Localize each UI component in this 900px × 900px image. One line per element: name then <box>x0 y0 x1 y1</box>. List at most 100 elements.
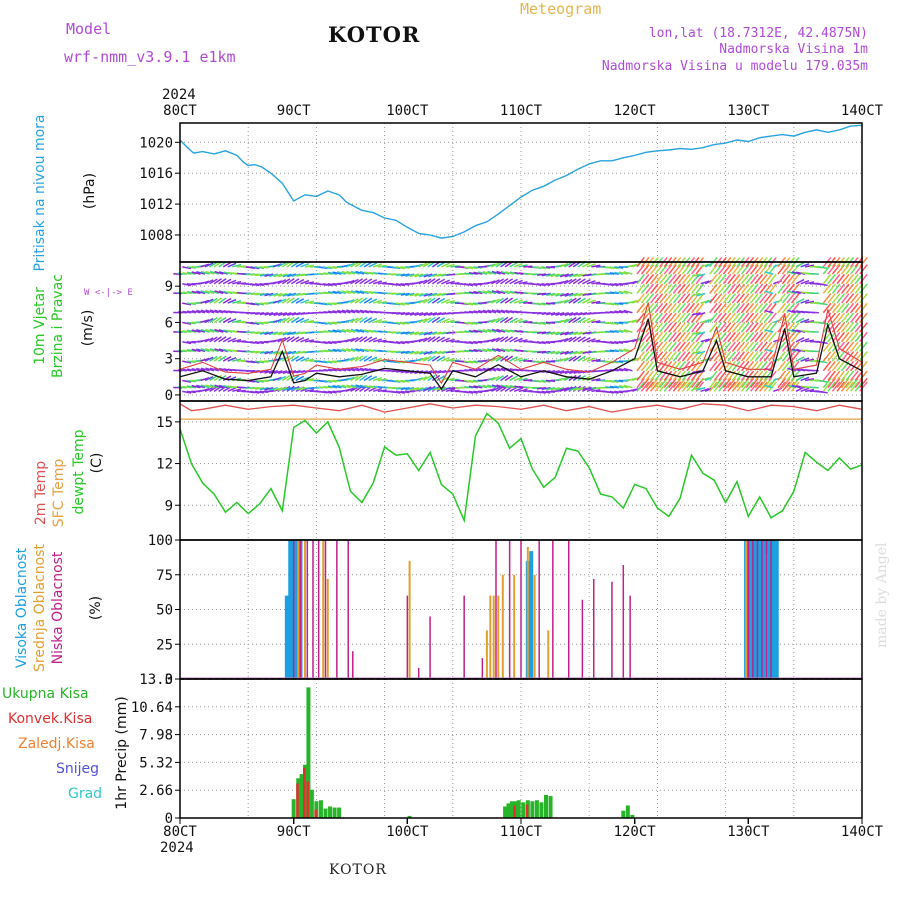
wind-arrow <box>346 290 356 295</box>
wind-arrow <box>345 387 355 393</box>
wind-arrow <box>290 297 300 304</box>
wind-arrow <box>227 337 237 343</box>
wind-arrow <box>513 299 523 304</box>
wind-arrow <box>614 379 624 383</box>
wind-arrow <box>845 283 855 294</box>
wind-arrow <box>255 331 265 335</box>
wind-arrow <box>845 360 855 372</box>
wind-arrow <box>686 377 696 389</box>
wind-arrow <box>768 331 777 343</box>
wind-arrow <box>300 376 310 382</box>
wind-arrow <box>681 351 691 362</box>
wind-arrow <box>350 356 359 362</box>
wind-arrow <box>764 348 774 353</box>
wind-arrow <box>327 341 337 344</box>
precip-conv-bar <box>314 809 317 818</box>
wind-arrow <box>431 278 441 285</box>
wind-arrow <box>396 273 406 277</box>
wind-arrow <box>827 360 836 372</box>
wind-arrow <box>468 291 478 295</box>
wind-arrow <box>354 374 363 382</box>
wind-arrow <box>350 367 360 372</box>
wind-arrow <box>432 292 442 297</box>
wind-arrow <box>845 273 855 285</box>
wind-arrow <box>754 293 764 304</box>
wind-arrow <box>640 377 650 389</box>
wind-arrow <box>273 312 283 317</box>
cloud-mid-bar <box>408 560 411 679</box>
wind-arrow <box>282 292 292 297</box>
wind-arrow <box>541 321 551 325</box>
wind-arrow <box>250 386 260 390</box>
precip-total-bar <box>539 802 544 818</box>
x-tick-label-top: 140CT <box>841 103 884 119</box>
wind-arrow <box>718 381 727 392</box>
wind-arrow <box>377 389 387 393</box>
wind-arrow <box>209 297 218 304</box>
wind-arrow <box>186 360 196 364</box>
wind-arrow <box>754 351 764 362</box>
wind-arrow <box>273 292 283 297</box>
wind-arrow <box>768 273 777 285</box>
cloud-high-bar <box>284 595 289 679</box>
wind-arrow <box>513 262 523 268</box>
wind-arrow <box>836 377 846 389</box>
wind-arrow <box>341 309 351 314</box>
wind-arrow <box>359 384 369 389</box>
wind-arrow <box>441 356 450 362</box>
wind-arrow <box>709 312 718 323</box>
y-tick-label: 10.64 <box>131 700 173 716</box>
wind-arrow <box>713 293 723 304</box>
wind-arrow <box>696 331 706 336</box>
wind-arrow <box>727 331 736 343</box>
wind-arrow <box>550 292 560 297</box>
wind-arrow <box>491 384 501 389</box>
wind-arrow <box>391 266 401 270</box>
wind-arrow <box>659 283 668 294</box>
wind-arrow <box>777 302 786 314</box>
wind-arrow <box>559 318 569 324</box>
wind-arrow <box>736 360 746 372</box>
cloud-mid-bar <box>326 578 329 679</box>
wind-arrow <box>445 388 455 393</box>
wind-arrow <box>681 283 691 294</box>
x-tick-label-bottom: 100CT <box>386 824 429 840</box>
wind-arrow <box>827 351 836 362</box>
wind-arrow <box>822 273 832 285</box>
wind-arrow <box>831 273 841 285</box>
cloud-mid-bar <box>745 540 748 679</box>
wind-arrow <box>445 280 455 285</box>
wind-arrow <box>636 302 645 314</box>
wind-arrow <box>555 292 565 297</box>
wind-arrow <box>555 386 565 391</box>
wind-arrow <box>700 387 710 393</box>
wind-arrow <box>254 379 265 383</box>
wind-arrow <box>654 322 664 333</box>
footer-station: KOTOR <box>329 862 387 878</box>
wind-arrow <box>850 331 859 343</box>
wind-arrow <box>359 348 369 353</box>
wind-arrow <box>645 360 655 372</box>
wind-arrow <box>291 273 301 278</box>
wind-arrow <box>604 341 615 345</box>
precip-conv-bar <box>303 767 306 818</box>
wind-arrow <box>473 271 483 275</box>
wind-arrow <box>495 317 505 324</box>
precip-conv-bar <box>525 804 529 818</box>
wind-arrow <box>859 341 868 352</box>
wind-arrow <box>718 351 727 362</box>
wind-arrow <box>291 331 301 336</box>
wind-arrow <box>473 360 483 363</box>
wind-arrow <box>186 348 197 353</box>
wind-arrow <box>427 374 436 382</box>
wind-arrow <box>654 351 664 362</box>
wind-arrow <box>763 331 773 343</box>
precip-conv-bar <box>296 783 299 818</box>
wind-arrow <box>427 278 436 285</box>
wind-arrow <box>355 328 365 333</box>
wind-arrow <box>609 385 619 389</box>
wind-arrow <box>690 302 700 314</box>
wind-arrow <box>672 360 682 372</box>
wind-arrow <box>236 320 246 324</box>
wind-arrow <box>840 322 850 333</box>
